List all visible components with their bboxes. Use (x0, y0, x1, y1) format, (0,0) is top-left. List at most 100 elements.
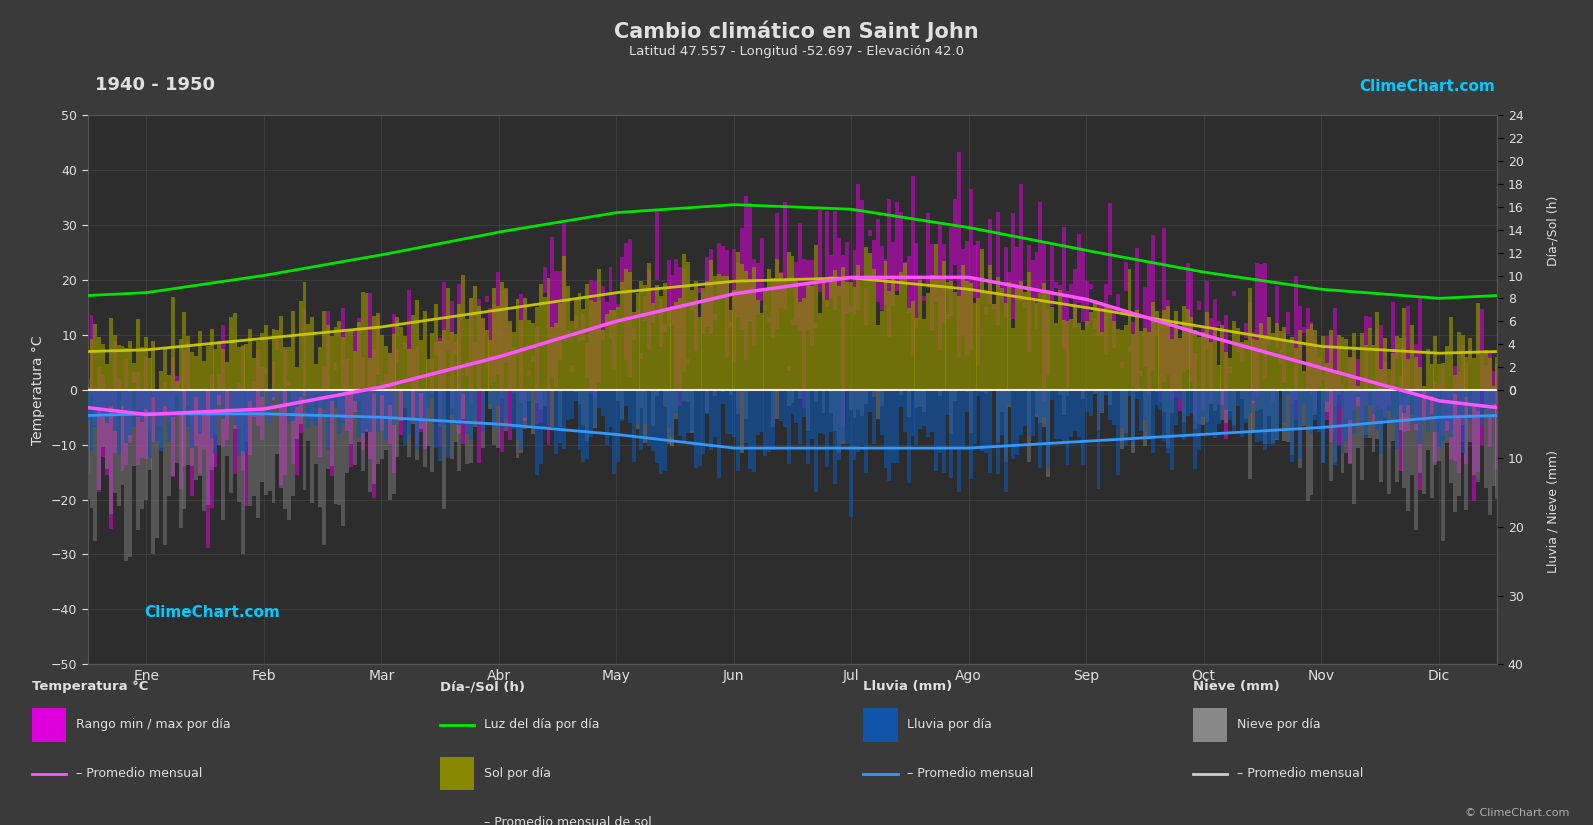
Bar (1341, 384, 1344, 389)
Bar (887, 389, 892, 481)
Bar (403, 336, 408, 389)
Bar (500, 389, 503, 431)
Bar (946, 282, 949, 389)
Text: Lluvia (mm): Lluvia (mm) (863, 681, 953, 694)
Bar (116, 389, 121, 454)
Bar (143, 356, 148, 389)
Bar (89, 389, 94, 394)
Bar (616, 389, 620, 401)
Bar (1317, 348, 1321, 389)
Bar (1472, 389, 1477, 474)
Bar (202, 389, 205, 400)
Bar (965, 281, 969, 389)
Bar (953, 389, 957, 449)
Bar (140, 430, 143, 458)
Bar (1088, 284, 1093, 290)
Bar (1093, 389, 1096, 394)
Bar (333, 389, 338, 408)
Bar (1258, 323, 1263, 389)
Bar (116, 345, 121, 389)
Bar (1042, 283, 1047, 389)
Bar (798, 389, 803, 398)
Bar (857, 389, 860, 452)
Bar (1209, 342, 1212, 389)
Bar (1193, 389, 1198, 429)
Bar (1263, 335, 1266, 389)
Bar (129, 341, 132, 389)
Bar (806, 389, 809, 464)
Bar (1104, 389, 1109, 395)
Bar (1007, 389, 1012, 404)
Bar (527, 389, 530, 425)
Bar (1480, 389, 1485, 391)
Bar (933, 389, 938, 471)
Bar (449, 300, 454, 389)
Text: Lluvia por día: Lluvia por día (906, 719, 992, 731)
Bar (1050, 389, 1055, 400)
Bar (1461, 389, 1464, 441)
Bar (1437, 389, 1442, 447)
Bar (1244, 323, 1247, 338)
Bar (1329, 335, 1333, 389)
Bar (593, 302, 597, 389)
Bar (333, 327, 338, 389)
Bar (279, 389, 284, 488)
Bar (151, 389, 156, 397)
Bar (949, 228, 953, 316)
Bar (930, 389, 933, 432)
Bar (1158, 389, 1163, 410)
Text: ClimeChart.com: ClimeChart.com (1359, 78, 1494, 93)
Bar (327, 311, 330, 389)
Bar (1055, 389, 1058, 439)
Bar (585, 389, 589, 441)
Bar (996, 389, 1000, 442)
Bar (373, 316, 376, 389)
Bar (1174, 389, 1177, 425)
Bar (725, 276, 728, 389)
Bar (116, 380, 121, 389)
Bar (376, 315, 381, 375)
Bar (381, 389, 384, 395)
Bar (1012, 389, 1015, 459)
Bar (879, 389, 884, 406)
Bar (1123, 389, 1128, 433)
Bar (1325, 389, 1329, 420)
Bar (1375, 389, 1380, 440)
Bar (170, 357, 175, 389)
Bar (205, 389, 210, 506)
Bar (941, 243, 946, 323)
Bar (814, 323, 817, 328)
Bar (1453, 366, 1456, 389)
Bar (151, 437, 156, 442)
Bar (100, 389, 105, 457)
Bar (435, 389, 438, 449)
Bar (538, 389, 543, 464)
Bar (156, 389, 159, 538)
Bar (1402, 389, 1407, 432)
Bar (268, 389, 272, 422)
Bar (1464, 389, 1469, 510)
Bar (1290, 398, 1294, 404)
Bar (687, 359, 690, 364)
Bar (1496, 389, 1499, 499)
Bar (97, 389, 102, 492)
Bar (1150, 235, 1155, 371)
Bar (946, 314, 949, 319)
Bar (1279, 350, 1282, 365)
Bar (1263, 263, 1266, 380)
Bar (411, 349, 414, 389)
Bar (264, 325, 268, 389)
Bar (1212, 389, 1217, 438)
Bar (930, 275, 933, 389)
Bar (527, 320, 530, 389)
Bar (221, 389, 225, 521)
Bar (768, 317, 771, 323)
Bar (244, 344, 249, 389)
Bar (969, 389, 973, 433)
Bar (1313, 389, 1317, 415)
Text: 1940 - 1950: 1940 - 1950 (94, 76, 215, 93)
Bar (292, 311, 295, 389)
Bar (178, 389, 183, 412)
Bar (601, 330, 605, 389)
Bar (771, 278, 776, 389)
